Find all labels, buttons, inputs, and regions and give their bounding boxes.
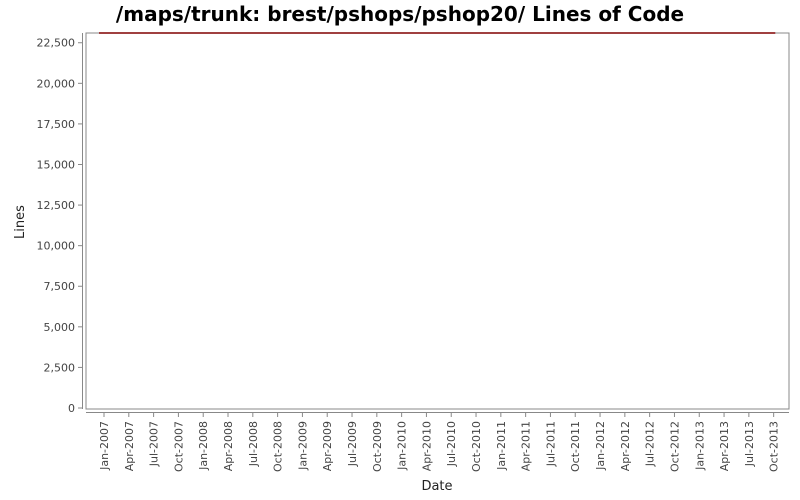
x-tick-label: Jan-2007	[98, 421, 111, 471]
y-tick-label: 20,000	[37, 77, 76, 90]
x-tick-label: Jan-2010	[396, 421, 409, 471]
x-tick-label: Jul-2012	[644, 421, 657, 467]
x-tick-label: Apr-2010	[420, 421, 433, 471]
x-tick-label: Jul-2011	[544, 421, 557, 467]
x-tick-label: Oct-2008	[272, 421, 285, 472]
y-tick-label: 15,000	[37, 158, 76, 171]
y-tick-label: 2,500	[44, 361, 76, 374]
y-tick-label: 5,000	[44, 321, 76, 334]
y-tick-label: 22,500	[37, 37, 76, 50]
y-tick-label: 7,500	[44, 280, 76, 293]
x-tick-label: Oct-2013	[768, 421, 781, 472]
plot-frame	[85, 32, 790, 410]
x-tick-label: Jan-2011	[495, 421, 508, 471]
x-tick-label: Apr-2011	[520, 421, 533, 471]
x-tick-label: Apr-2008	[222, 421, 235, 471]
x-tick-label: Apr-2012	[619, 421, 632, 471]
x-tick-label: Jul-2013	[743, 421, 756, 467]
x-tick-label: Apr-2013	[718, 421, 731, 471]
x-tick-label: Jul-2008	[247, 421, 260, 467]
y-axis-label: Lines	[13, 205, 28, 239]
x-tick-label: Apr-2009	[321, 421, 334, 471]
x-tick-label: Oct-2012	[668, 421, 681, 472]
x-tick-label: Apr-2007	[123, 421, 136, 471]
y-tick-label: 10,000	[37, 240, 76, 253]
x-axis-label: Date	[421, 479, 452, 494]
x-tick-label: Jan-2009	[296, 421, 309, 471]
x-tick-label: Oct-2011	[569, 421, 582, 472]
chart-title: /maps/trunk: brest/pshops/pshop20/ Lines…	[115, 2, 685, 26]
y-tick-label: 12,500	[37, 199, 76, 212]
x-tick-label: Jan-2008	[197, 421, 210, 471]
x-tick-label: Jan-2012	[594, 421, 607, 471]
x-tick-label: Jul-2010	[445, 421, 458, 467]
x-tick-label: Oct-2009	[371, 421, 384, 472]
x-tick-label: Oct-2007	[172, 421, 185, 472]
x-tick-label: Jan-2013	[693, 421, 706, 471]
y-tick-label: 17,500	[37, 118, 76, 131]
x-tick-label: Jul-2007	[148, 421, 161, 467]
x-tick-label: Jul-2009	[346, 421, 359, 467]
x-tick-label: Oct-2010	[470, 421, 483, 472]
y-tick-label: 0	[68, 402, 75, 415]
